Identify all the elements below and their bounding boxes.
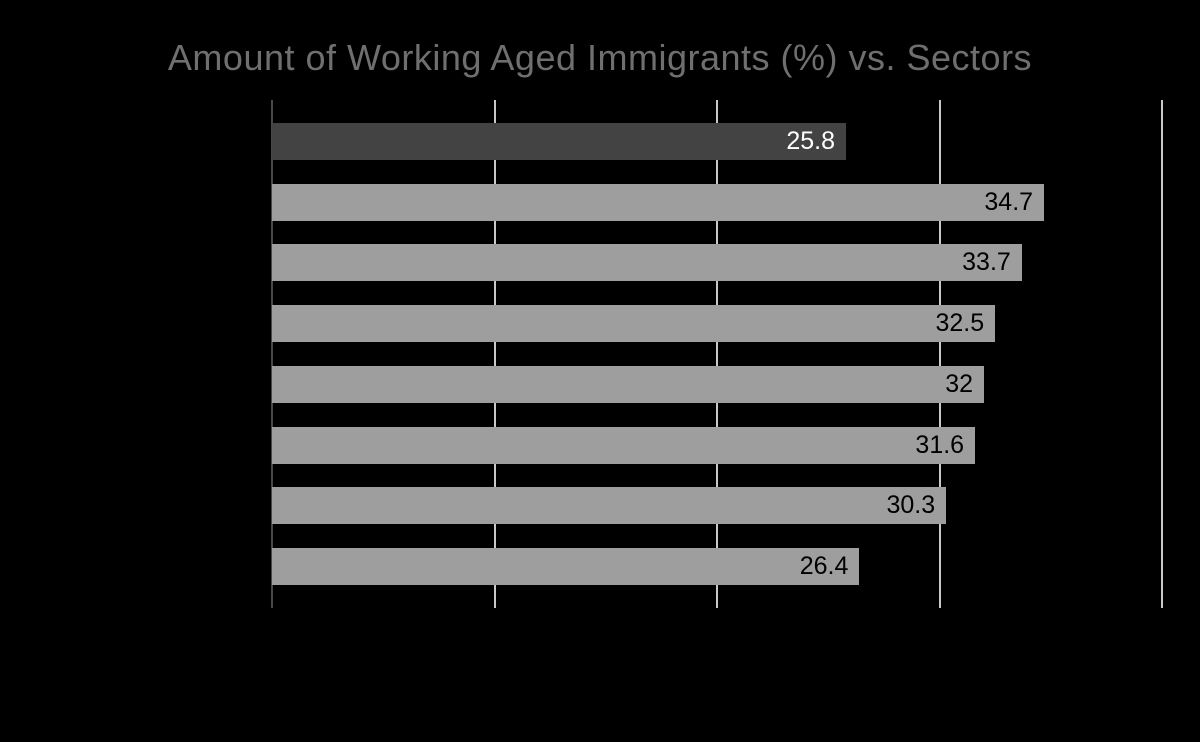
- bar: 25.8: [272, 123, 847, 160]
- x-gridline: [1161, 100, 1163, 608]
- bar-value-label: 34.7: [984, 187, 1034, 216]
- bar-value-label: 32: [945, 369, 973, 398]
- bar: 33.7: [272, 244, 1022, 282]
- bar: 30.3: [272, 487, 947, 525]
- bar-value-label: 30.3: [886, 491, 936, 520]
- bar-value-label: 25.8: [786, 127, 836, 155]
- bar-value-label: 26.4: [799, 551, 849, 580]
- bar: 31.6: [272, 426, 976, 464]
- plot-area: 25.8 34.7 33.7 32.5 32 31.6 30.3 26.4: [271, 100, 1163, 608]
- bar: 34.7: [272, 183, 1045, 221]
- bar: 26.4: [272, 547, 860, 585]
- x-gridline: [716, 100, 718, 608]
- bar: 32.5: [272, 305, 996, 343]
- bar-value-label: 31.6: [915, 430, 965, 459]
- bar-value-label: 32.5: [935, 309, 985, 338]
- x-gridline: [938, 100, 941, 608]
- chart-title: Amount of Working Aged Immigrants (%) vs…: [167, 37, 1033, 78]
- x-gridline: [493, 100, 496, 608]
- bar: 32: [272, 365, 984, 403]
- bar-value-label: 33.7: [962, 248, 1011, 277]
- y-axis-spine: [271, 100, 273, 608]
